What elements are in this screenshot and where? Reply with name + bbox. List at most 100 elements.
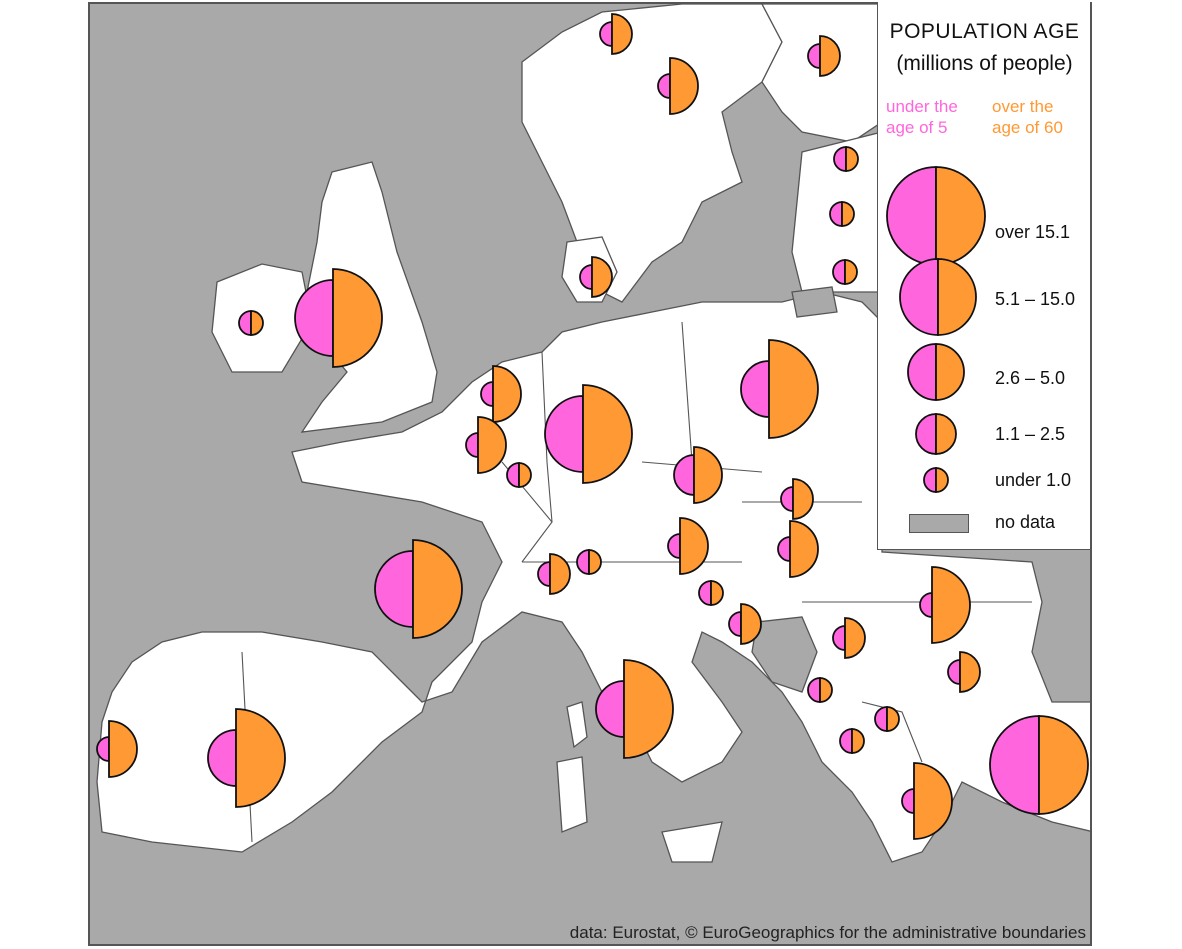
legend-class-4: 5.1 – 15.0 [995, 289, 1076, 309]
symbol-denmark-under5 [579, 264, 593, 290]
symbol-lithuania-under5 [832, 259, 846, 285]
symbol-slovakia [780, 478, 814, 520]
symbol-switzerland-over60 [549, 553, 571, 595]
symbol-germany [544, 384, 633, 484]
symbol-ireland-over60 [250, 310, 264, 336]
symbol-netherlands-over60 [492, 365, 522, 423]
symbol-serbia [832, 617, 866, 659]
legend-under5-label: under the age of 5 [886, 97, 958, 137]
symbol-norway [599, 13, 633, 55]
symbol-romania-under5 [919, 592, 933, 618]
symbol-switzerland [537, 553, 571, 595]
symbol-albania [839, 728, 865, 754]
source-credit: data: Eurostat, © EuroGeographics for th… [569, 923, 1086, 942]
symbol-north-macedonia-over60 [886, 706, 900, 732]
symbol-italy-over60 [623, 659, 674, 759]
symbol-turkey [989, 715, 1089, 815]
land-continental-europe [96, 291, 1090, 863]
symbol-portugal-over60 [108, 720, 138, 778]
symbol-czechia-under5 [673, 454, 695, 496]
symbol-slovenia-over60 [710, 580, 724, 606]
symbol-italy [595, 659, 674, 759]
symbol-finland-over60 [819, 35, 841, 77]
legend-no-data-label: no data [995, 512, 1056, 532]
symbol-montenegro-under5 [807, 677, 821, 703]
legend-subtitle: (millions of people) [896, 52, 1073, 75]
symbol-czechia [673, 446, 723, 504]
symbol-turkey-over60 [1038, 715, 1089, 815]
symbol-hungary-over60 [789, 520, 819, 578]
symbol-bulgaria-over60 [959, 651, 981, 693]
legend-class-2: 1.1 – 2.5 [995, 424, 1066, 444]
symbol-north-macedonia-under5 [874, 706, 888, 732]
symbol-united-kingdom [294, 268, 383, 368]
symbol-lithuania [832, 259, 858, 285]
legend-symbol-class-3-over60 [935, 343, 965, 401]
symbol-romania-over60 [931, 566, 971, 644]
symbol-latvia-over60 [841, 201, 855, 227]
symbol-netherlands [480, 365, 522, 423]
symbol-france-over60 [412, 539, 463, 639]
legend-symbol-class-4-under5 [899, 258, 939, 336]
legend-symbol-class-5 [886, 166, 986, 266]
symbol-poland [740, 339, 819, 439]
symbol-greece [901, 762, 953, 840]
symbol-united-kingdom-under5 [294, 279, 334, 357]
symbol-luxembourg [506, 462, 532, 488]
symbol-albania-under5 [839, 728, 853, 754]
symbol-romania [919, 566, 971, 644]
symbol-italy-under5 [595, 680, 625, 738]
land-sicily [661, 821, 723, 863]
symbol-ireland [238, 310, 264, 336]
legend-symbol-class-1-under5 [923, 467, 937, 493]
symbol-croatia-over60 [740, 603, 762, 645]
legend-symbol-class-1 [923, 467, 949, 493]
symbol-netherlands-under5 [480, 381, 494, 407]
symbol-germany-under5 [544, 395, 584, 473]
symbol-estonia-under5 [833, 146, 847, 172]
legend-symbol-class-3-under5 [907, 343, 937, 401]
legend-symbol-class-2-over60 [935, 413, 957, 455]
land-corsica [566, 701, 588, 749]
land-sardinia [556, 756, 588, 833]
symbol-belgium-over60 [477, 416, 507, 474]
symbol-latvia-under5 [829, 201, 843, 227]
no-data-bosnia [751, 616, 818, 693]
legend-symbol-class-1-over60 [935, 467, 949, 493]
symbol-latvia [829, 201, 855, 227]
symbol-bulgaria-under5 [947, 659, 961, 685]
symbol-slovakia-over60 [792, 478, 814, 520]
symbol-slovenia-under5 [698, 580, 712, 606]
symbol-spain [207, 708, 286, 808]
symbol-united-kingdom-over60 [332, 268, 383, 368]
legend-symbol-class-4 [899, 258, 977, 336]
symbol-greece-under5 [901, 788, 915, 814]
symbol-spain-over60 [235, 708, 286, 808]
symbol-estonia [833, 146, 859, 172]
symbol-austria [667, 517, 709, 575]
symbol-hungary [777, 520, 819, 578]
symbol-finland-under5 [807, 43, 821, 69]
symbol-luxembourg-over60 [518, 462, 532, 488]
symbol-serbia-under5 [832, 625, 846, 651]
no-data-layer [751, 286, 838, 693]
symbol-finland [807, 35, 841, 77]
symbol-portugal-under5 [96, 736, 110, 762]
symbol-montenegro-over60 [819, 677, 833, 703]
symbol-sweden [657, 57, 699, 115]
symbol-switzerland-under5 [537, 561, 551, 587]
symbol-montenegro [807, 677, 833, 703]
symbol-spain-under5 [207, 729, 237, 787]
symbol-turkey-under5 [989, 715, 1040, 815]
symbol-liechtenstein-under5 [576, 549, 590, 575]
symbol-france-under5 [374, 550, 414, 628]
symbol-austria-over60 [679, 517, 709, 575]
symbol-denmark-over60 [591, 256, 613, 298]
symbol-portugal [96, 720, 138, 778]
legend-symbol-class-4-over60 [937, 258, 977, 336]
symbol-liechtenstein [576, 549, 602, 575]
proportional-symbols [96, 13, 1089, 840]
symbol-bulgaria [947, 651, 981, 693]
symbol-greece-over60 [913, 762, 953, 840]
legend-class-3: 2.6 – 5.0 [995, 368, 1066, 388]
